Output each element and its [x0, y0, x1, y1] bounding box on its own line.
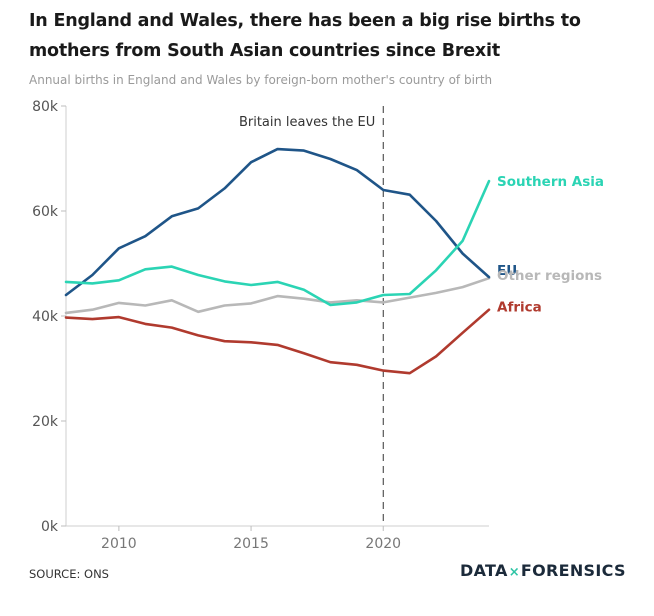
x-tick-label: 2015	[233, 536, 269, 552]
data-forensics-logo: DATA×FORENSICS	[460, 561, 626, 580]
chart-title: In England and Wales, there has been a b…	[29, 11, 581, 61]
series-label-africa: Africa	[497, 300, 542, 316]
series-label-eu: EU	[497, 263, 517, 279]
series-line-eu	[64, 147, 491, 297]
logo-text-right: FORENSICS	[520, 561, 626, 580]
x-tick-label: 2020	[365, 536, 401, 552]
y-tick-label: 40k	[32, 309, 59, 325]
line-chart: 0k 20k 40k 60k 80k 2010 2015 2020 Britain leaves…	[32, 99, 604, 552]
chart-subtitle: Annual births in England and Wales by fo…	[29, 73, 493, 87]
source-note: SOURCE: ONS	[29, 567, 109, 581]
series-line-southern-asia	[64, 179, 491, 307]
y-tick-label: 60k	[32, 204, 59, 220]
brexit-annotation-label: Britain leaves the EU	[239, 115, 375, 130]
x-tick-label: 2010	[101, 536, 137, 552]
y-tick-label: 0k	[41, 519, 59, 535]
series-line-africa	[64, 308, 491, 375]
series-label-other-regions: Other regions	[497, 268, 602, 284]
logo-text-left: DATA	[460, 561, 508, 580]
series-line-other-regions	[64, 276, 491, 315]
series-label-southern-asia: Southern Asia	[497, 174, 604, 190]
logo-x-mark: ×	[508, 565, 520, 580]
y-tick-label: 20k	[32, 414, 59, 430]
y-tick-label: 80k	[32, 99, 59, 115]
